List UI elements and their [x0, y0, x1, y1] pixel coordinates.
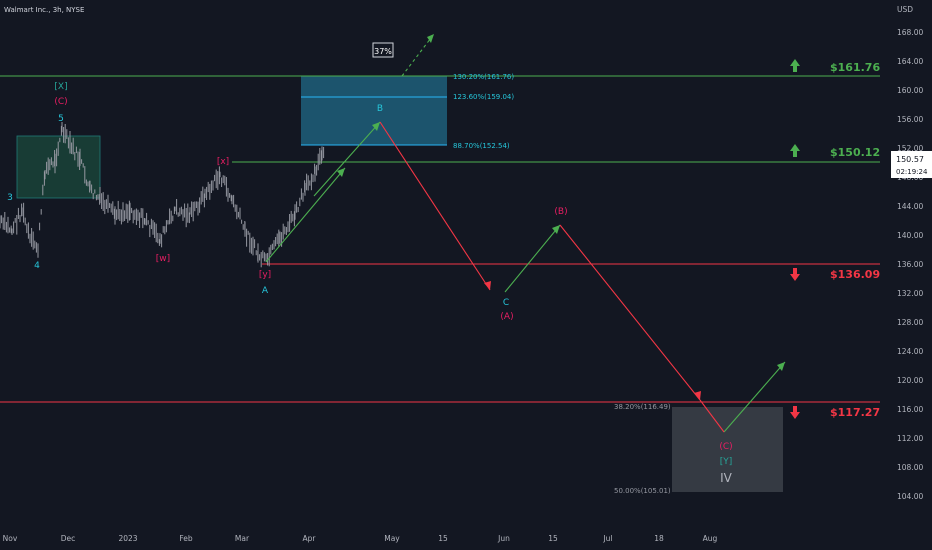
down-arrow-icon [790, 268, 800, 281]
wave-label-x: [x] [217, 157, 229, 167]
price-tick-label: 128.00 [897, 318, 923, 327]
current-price-tag [891, 151, 932, 178]
fib-label-88: 88.70%(152.54) [453, 142, 510, 150]
time-tick-label: Nov [3, 534, 18, 543]
arrowhead [694, 391, 701, 400]
price-candles [0, 122, 325, 268]
price-tick-label: 116.00 [897, 405, 923, 414]
time-tick-label: 15 [438, 534, 448, 543]
price-tick-label: 152.00 [897, 144, 923, 153]
time-axis[interactable]: Nov Dec 2023 Feb Mar Apr May 15 Jun 15 Jul 18 Aug [3, 534, 718, 543]
wave-label-X: [X] [54, 82, 67, 92]
time-tick-label: Jun [497, 534, 510, 543]
arrowhead [552, 225, 560, 234]
projection-arrow-down-3 [699, 399, 725, 433]
price-tick-label: 132.00 [897, 289, 923, 298]
time-tick-label: Aug [703, 534, 718, 543]
level-label-161: $161.76 [830, 61, 880, 74]
bar-countdown: 02:19:24 [896, 168, 928, 176]
projection-arrow-up-1 [265, 167, 346, 263]
price-tick-label: 160.00 [897, 86, 923, 95]
fib-target-zone-upper[interactable] [301, 76, 447, 145]
time-tick-label: Dec [61, 534, 76, 543]
time-tick-label: May [384, 534, 400, 543]
wave-label-C-upper: (C) [54, 97, 67, 107]
wave-label-3: 3 [7, 193, 13, 203]
time-tick-label: Apr [303, 534, 317, 543]
time-tick-label: 18 [654, 534, 664, 543]
price-tick-label: 136.00 [897, 260, 923, 269]
wave-label-y: [y] [259, 270, 271, 280]
arrowhead [777, 362, 785, 371]
price-tick-label: 104.00 [897, 492, 923, 501]
price-tick-label: 112.00 [897, 434, 923, 443]
wave-label-B: B [377, 104, 383, 114]
fib-label-123: 123.60%(159.04) [453, 93, 514, 101]
probability-text: 37% [374, 47, 392, 56]
price-tick-label: 156.00 [897, 115, 923, 124]
fib-label-50: 50.00%(105.01) [614, 487, 671, 495]
level-label-150: $150.12 [830, 146, 880, 159]
fib-label-38: 38.20%(116.49) [614, 403, 671, 411]
currency-label: USD [897, 5, 913, 14]
time-tick-label: Feb [179, 534, 193, 543]
level-label-117: $117.27 [830, 406, 880, 419]
wave-label-C: C [503, 298, 509, 308]
wave-label-4: 4 [34, 261, 40, 271]
wave-label-5: 5 [58, 114, 64, 124]
price-tick-label: 140.00 [897, 231, 923, 240]
arrowhead [427, 34, 434, 43]
probability-badge [372, 42, 394, 58]
projection-arrow-down-1 [379, 121, 491, 291]
time-tick-label: Mar [235, 534, 250, 543]
wave-label-A: A [262, 286, 269, 296]
price-tick-label: 164.00 [897, 57, 923, 66]
projection-arrow-up-4 [723, 361, 786, 433]
fib-label-130: 130.20%(161.76) [453, 73, 514, 81]
arrowhead [337, 168, 345, 177]
wave-label-Y: [Y] [720, 457, 733, 467]
projection-arrow-dashed [401, 33, 435, 77]
price-tick-label: 144.00 [897, 202, 923, 211]
wave-label-w: [w] [156, 254, 170, 264]
arrowhead [484, 281, 491, 290]
price-tick-label: 124.00 [897, 347, 923, 356]
symbol-label: Walmart Inc., 3h, NYSE [4, 6, 84, 14]
price-tick-label: 168.00 [897, 28, 923, 37]
projection-arrow-down-2 [559, 224, 701, 401]
time-tick-label: Jul [602, 534, 612, 543]
up-arrow-icon [790, 144, 800, 157]
current-price: 150.57 [896, 155, 924, 164]
fib-target-zone-lower[interactable] [672, 407, 783, 492]
wave-label-IV: IV [720, 471, 733, 485]
down-arrow-icon [790, 406, 800, 419]
time-tick-label: 2023 [118, 534, 137, 543]
level-label-136: $136.09 [830, 268, 880, 281]
price-axis[interactable]: 168.00164.00160.00156.00152.00148.00144.… [897, 28, 923, 501]
projection-arrow-up-3 [504, 224, 561, 293]
projection-arrow-up-2 [313, 121, 381, 197]
wave-label-B-paren: (B) [554, 207, 567, 217]
arrowhead [372, 122, 380, 131]
price-tick-label: 108.00 [897, 463, 923, 472]
wave-label-A-paren: (A) [500, 312, 513, 322]
wave-label-C-paren: (C) [719, 442, 732, 452]
up-arrow-icon [790, 59, 800, 72]
price-tick-label: 120.00 [897, 376, 923, 385]
time-tick-label: 15 [548, 534, 558, 543]
